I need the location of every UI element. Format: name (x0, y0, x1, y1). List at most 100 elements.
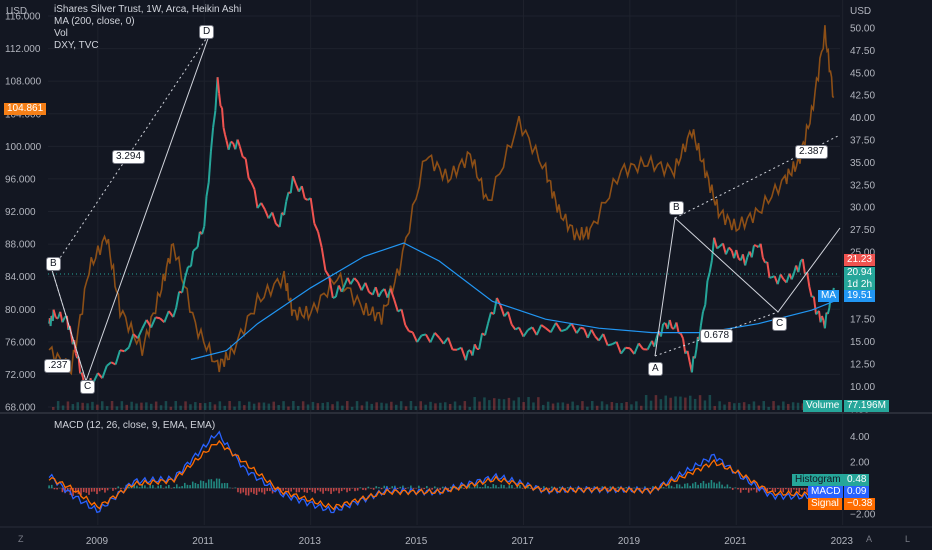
time-axis-tick: 2021 (724, 536, 747, 547)
volume-bar (326, 402, 329, 410)
wave-label-c2[interactable]: C (772, 317, 788, 331)
macd-histogram-bar (487, 486, 489, 489)
silver-candle (735, 249, 740, 259)
silver-candle (790, 273, 795, 280)
volume-bar (115, 406, 119, 410)
volume-bar (742, 402, 746, 410)
macd-histogram-bar (479, 486, 481, 489)
wave-label-a2[interactable]: A (648, 362, 663, 376)
silver-candle (447, 337, 454, 350)
volume-tag-label: Volume (803, 400, 843, 412)
wave-label-b2[interactable]: B (669, 201, 684, 215)
macd-histogram-bar (678, 484, 681, 489)
macd-histogram-bar (356, 488, 359, 491)
macd-histogram-bar (295, 488, 298, 493)
macd-histogram-bar (745, 488, 747, 490)
silver-candle (602, 333, 609, 346)
macd-histogram-bar (335, 488, 338, 491)
volume-bar (733, 403, 736, 410)
volume-bar (669, 397, 672, 410)
volume-value-tag: 77.196M (844, 400, 889, 412)
volume-bar (429, 401, 432, 410)
macd-histogram-bar (354, 488, 356, 492)
volume-bar (767, 406, 770, 410)
ma-indicator-label[interactable]: MA (200, close, 0) (54, 16, 135, 27)
volume-bar (689, 395, 692, 410)
ratio-label-4[interactable]: 0.678 (700, 329, 734, 343)
macd-histogram-bar (436, 487, 439, 489)
silver-candle (175, 291, 181, 309)
ma-tag-label: MA (818, 290, 839, 302)
silver-candle (580, 326, 585, 330)
volume-bar (287, 406, 290, 410)
macd-histogram-bar (787, 488, 790, 491)
ratio-label-1[interactable]: 3.294 (112, 150, 146, 164)
volume-bar (635, 401, 638, 410)
volume-bar (365, 401, 369, 410)
silver-candle (710, 237, 716, 261)
ratio-label-3[interactable]: 2.387 (795, 145, 829, 159)
volume-bar (145, 402, 148, 410)
time-axis-tick: 2011 (192, 536, 214, 547)
dxy-indicator-label[interactable]: DXY, TVC (54, 40, 99, 51)
macd-histogram-bar (673, 487, 675, 489)
left-axis-tick: 68.000 (5, 403, 36, 414)
silver-candle (340, 284, 346, 293)
macd-histogram-bar (50, 484, 53, 489)
left-axis-tick: 96.000 (5, 174, 36, 185)
macd-histogram-bar (543, 486, 545, 489)
macd-histogram-bar (519, 485, 521, 489)
silver-candle (728, 246, 733, 252)
macd-histogram-bar (160, 484, 162, 489)
signal-line-label: Signal (808, 498, 842, 510)
wave-label-b[interactable]: B (46, 257, 61, 271)
volume-bar (61, 405, 65, 410)
silver-candle (659, 323, 665, 337)
macd-histogram-bar (441, 486, 444, 489)
silver-candle (771, 275, 776, 279)
signal-line (48, 439, 835, 511)
symbol-title[interactable]: iShares Silver Trust, 1W, Arca, Heikin A… (54, 4, 242, 15)
silver-candle (163, 310, 170, 323)
volume-bar (164, 401, 168, 410)
vol-indicator-label[interactable]: Vol (54, 28, 68, 39)
close-price-tag: 20.94 (844, 267, 876, 279)
time-axis-tick: 2013 (299, 536, 322, 547)
silver-candle (389, 288, 396, 300)
volume-bar (576, 405, 579, 410)
log-scale-icon[interactable]: L (905, 534, 911, 544)
macd-histogram-bar (199, 480, 202, 489)
macd-histogram-bar (183, 482, 186, 489)
volume-bar (718, 401, 721, 410)
macd-histogram-bar (96, 488, 98, 495)
wave-label-c[interactable]: C (80, 380, 96, 394)
volume-bar (350, 406, 354, 410)
volume-bar (458, 405, 462, 410)
macd-histogram-bar (676, 484, 678, 489)
macd-histogram-bar (149, 484, 151, 489)
wave-label-d[interactable]: D (199, 25, 215, 39)
macd-histogram-bar (598, 488, 601, 490)
volume-bar (644, 395, 648, 410)
silver-candle (545, 327, 552, 334)
volume-bar (664, 395, 667, 410)
silver-candle (328, 276, 334, 299)
volume-bar (537, 397, 540, 410)
macd-title[interactable]: MACD (12, 26, close, 9, EMA, EMA) (54, 420, 216, 431)
macd-histogram-bar (101, 488, 104, 491)
zoom-icon[interactable]: Z (18, 534, 24, 544)
macd-histogram-bar (473, 487, 476, 489)
silver-candle (467, 349, 471, 352)
silver-candle (776, 274, 782, 285)
macd-histogram-bar (551, 486, 553, 489)
macd-histogram-label: Histogram (792, 474, 844, 486)
volume-bar (762, 401, 765, 410)
macd-histogram-bar (391, 486, 394, 489)
silver-candle (145, 319, 152, 329)
auto-scale-icon[interactable]: A (866, 534, 873, 544)
silver-candle (679, 333, 684, 340)
silver-candle (207, 151, 212, 183)
ratio-label-2[interactable]: .237 (44, 359, 72, 373)
volume-bar (130, 401, 133, 410)
